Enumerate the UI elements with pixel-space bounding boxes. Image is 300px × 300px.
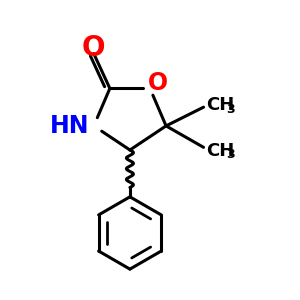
Text: CH: CH (206, 96, 234, 114)
Text: O: O (147, 70, 168, 94)
Text: O: O (82, 34, 106, 62)
Text: 3: 3 (226, 148, 234, 161)
Text: HN: HN (50, 114, 89, 138)
Text: 3: 3 (226, 103, 234, 116)
Text: CH: CH (206, 142, 234, 160)
